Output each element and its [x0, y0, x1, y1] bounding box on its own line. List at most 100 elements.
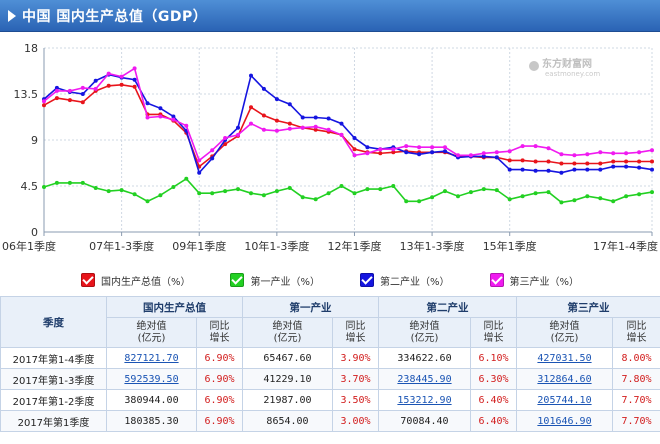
x-tick-label: 12年1季度	[327, 239, 381, 253]
series-point	[624, 194, 629, 199]
cell-p3-abs-link[interactable]: 427031.50	[516, 347, 613, 369]
chart-axes	[43, 48, 653, 236]
series-line	[43, 177, 653, 204]
series-point	[624, 159, 629, 164]
series-point	[42, 185, 46, 189]
series-point	[417, 145, 422, 150]
series-point	[391, 184, 396, 188]
series-point	[494, 188, 499, 193]
cell-p1-abs: 41229.10	[242, 368, 333, 390]
header-group-primary: 第一产业	[242, 296, 379, 318]
series-point	[210, 191, 215, 196]
legend-label-tertiary: 第三产业（%）	[509, 276, 580, 288]
gdp-line-chart: 东方财富网 eastmoney.com 0 4.5 9 13.5 18 06年1季度 07年…	[2, 42, 658, 253]
cell-p2-abs-link[interactable]: 238445.90	[378, 368, 471, 390]
series-point	[650, 159, 654, 164]
cell-p1-yoy: 3.70%	[332, 368, 379, 390]
table-row: 2017年第1-3季度 592539.50 6.90% 41229.10 3.7…	[0, 368, 660, 390]
series-point	[637, 165, 642, 170]
series-point	[378, 151, 383, 156]
chart-tick-labels: 0 4.5 9 13.5 18 06年1季度 07年1-3季度 09年1季度 10年1-3季度 1…	[2, 42, 658, 253]
cell-p3-abs-link[interactable]: 101646.90	[516, 410, 613, 432]
series-point	[520, 158, 525, 163]
legend-item-gdp[interactable]: 国内生产总值（%）	[80, 273, 191, 288]
series-point	[236, 187, 240, 192]
series-point	[533, 144, 538, 149]
series-point	[287, 121, 292, 126]
series-point	[443, 189, 447, 194]
checkbox-icon[interactable]	[489, 273, 504, 287]
series-point	[119, 74, 124, 79]
checkbox-icon[interactable]	[80, 273, 95, 287]
series-line	[43, 73, 653, 175]
series-line	[43, 67, 653, 162]
series-point	[637, 150, 642, 155]
series-point	[274, 128, 279, 133]
series-point	[106, 83, 111, 88]
legend-item-tertiary[interactable]: 第三产业（%）	[489, 273, 580, 288]
checkbox-icon[interactable]	[360, 273, 374, 287]
series-point	[533, 191, 538, 196]
series-point	[611, 164, 616, 169]
chart-grid	[43, 47, 653, 232]
cell-p3-yoy: 8.00%	[612, 347, 660, 369]
series-point	[352, 191, 357, 196]
series-point	[585, 194, 590, 199]
series-point	[171, 185, 176, 189]
series-point	[650, 190, 654, 195]
cell-gdp-abs-link[interactable]: 592539.50	[106, 368, 197, 390]
series-point	[313, 115, 318, 120]
header-abs: 绝对值 (亿元)	[378, 317, 471, 348]
series-point	[468, 153, 473, 158]
series-point	[365, 145, 370, 150]
series-point	[520, 194, 525, 199]
series-point	[391, 147, 396, 152]
x-tick-label: 06年1季度	[2, 239, 56, 253]
series-point	[546, 168, 551, 173]
legend-label-gdp: 国内生产总值（%）	[100, 276, 191, 288]
series-point	[80, 85, 85, 90]
series-point	[546, 146, 551, 151]
series-point	[261, 127, 266, 132]
cell-quarter: 2017年第1-2季度	[0, 389, 107, 411]
series-point	[611, 159, 616, 164]
cell-gdp-yoy: 6.90%	[196, 368, 243, 390]
series-point	[261, 113, 266, 118]
cell-p3-abs-link[interactable]: 205744.10	[516, 389, 613, 411]
series-point	[326, 116, 331, 121]
series-point	[210, 148, 215, 153]
series-point	[611, 151, 616, 156]
series-point	[352, 153, 357, 158]
series-point	[42, 99, 46, 104]
watermark: 东方财富网 eastmoney.com	[529, 57, 600, 78]
x-tick-label: 09年1季度	[172, 239, 226, 253]
series-point	[80, 100, 85, 105]
series-point	[378, 147, 383, 152]
series-point	[481, 154, 486, 159]
series-point	[223, 142, 228, 147]
series-point	[223, 136, 228, 140]
cell-p1-abs: 65467.60	[242, 347, 333, 369]
legend-item-primary[interactable]: 第一产业（%）	[230, 273, 320, 288]
series-point	[106, 71, 111, 76]
series-point	[624, 151, 629, 156]
series-point	[365, 151, 370, 156]
cell-p2-abs: 334622.60	[378, 347, 471, 369]
header-abs: 绝对值 (亿元)	[516, 317, 613, 348]
cell-p2-abs-link[interactable]: 153212.90	[378, 389, 471, 411]
chart-series	[42, 66, 654, 205]
series-point	[132, 66, 137, 71]
x-tick-label: 13年1-3季度	[400, 239, 465, 253]
y-tick-label: 13.5	[14, 88, 39, 101]
cell-gdp-abs-link[interactable]: 827121.70	[106, 347, 197, 369]
series-point	[546, 190, 551, 195]
series-point	[598, 150, 603, 155]
checkbox-icon[interactable]	[230, 273, 245, 287]
series-point	[339, 121, 344, 126]
cell-p2-yoy: 6.40%	[470, 389, 517, 411]
cell-p3-abs-link[interactable]: 312864.60	[516, 368, 613, 390]
series-point	[54, 85, 59, 90]
legend-item-secondary[interactable]: 第二产业（%）	[360, 273, 450, 288]
series-point	[404, 144, 409, 149]
x-tick-label: 17年1-4季度	[593, 239, 658, 253]
